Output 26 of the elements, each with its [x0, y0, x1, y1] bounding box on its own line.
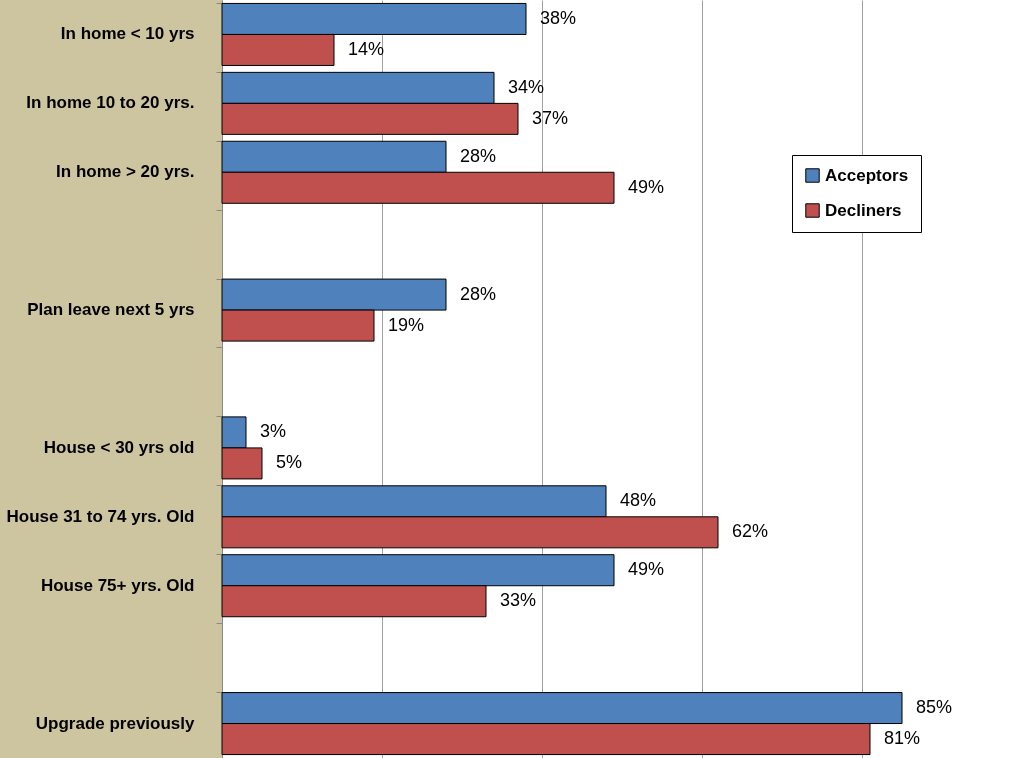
y-tick-label: Plan leave next 5 yrs	[27, 300, 195, 320]
data-label: 34%	[508, 76, 545, 97]
legend-label: Acceptors	[825, 165, 909, 185]
y-tick-label: In home > 20 yrs.	[56, 162, 195, 182]
y-tick-label: House 31 to 74 yrs. Old	[6, 506, 195, 526]
data-label: 33%	[500, 590, 537, 611]
data-label: 19%	[388, 314, 425, 335]
data-label: 28%	[460, 283, 497, 304]
data-label: 49%	[628, 176, 665, 197]
data-label: 5%	[276, 452, 303, 473]
y-tick-label: In home 10 to 20 yrs.	[26, 93, 195, 113]
data-label: 49%	[628, 559, 665, 580]
legend-label: Decliners	[825, 200, 902, 220]
y-tick-label: Upgrade previously	[35, 713, 196, 733]
data-label: 62%	[732, 521, 769, 542]
data-label: 28%	[460, 145, 497, 166]
data-label: 38%	[540, 7, 577, 28]
data-label: 85%	[916, 697, 953, 718]
y-tick-label: House 75+ yrs. Old	[40, 575, 195, 595]
data-label: 37%	[532, 107, 569, 128]
data-label: 81%	[884, 728, 921, 749]
data-label: 3%	[260, 421, 287, 442]
data-label: 48%	[620, 490, 657, 511]
data-label: 14%	[348, 38, 385, 59]
y-tick-label: In home < 10 yrs	[60, 24, 195, 44]
y-tick-label: House < 30 yrs old	[43, 437, 195, 457]
